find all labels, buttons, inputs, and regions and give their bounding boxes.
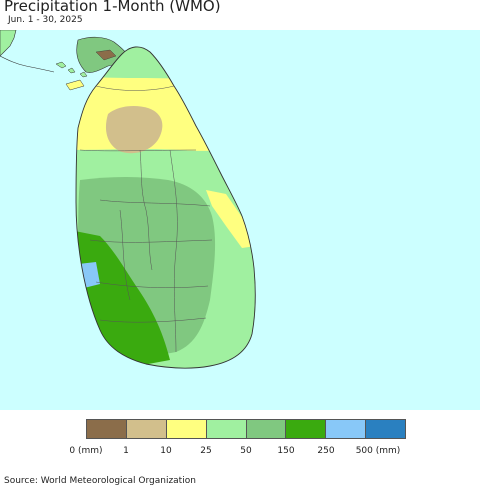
legend-swatch-0 [87,420,127,438]
legend-label-500: 500 (mm) [355,446,401,456]
sri-lanka-coastline [75,46,256,369]
map-title: Precipitation 1-Month (WMO) [4,0,221,15]
legend-swatch-500 [366,420,405,438]
source-credit: Source: World Meteorological Organizatio… [4,476,196,486]
legend-swatch-1 [126,420,167,438]
legend-label-50: 50 [240,446,252,456]
legend-label-25: 25 [200,446,212,456]
jaffna-lagoon [95,49,117,61]
precipitation-map [0,30,480,410]
india-landmass [0,30,17,57]
legend-swatch-50 [246,420,287,438]
legend-swatch-250 [326,420,367,438]
map-subtitle: Jun. 1 - 30, 2025 [8,15,83,25]
adams-bridge-islands [55,61,88,78]
legend-swatch-150 [286,420,327,438]
legend-swatch-25 [206,420,247,438]
legend-swatch-10 [166,420,207,438]
india-coast-detail [0,55,55,73]
district-boundaries [79,85,213,353]
legend-label-150: 150 [277,446,295,456]
legend-label-0: 0 (mm) [69,446,103,456]
legend-label-1: 1 [123,446,129,456]
legend-label-250: 250 [317,446,335,456]
precipitation-legend [86,419,406,439]
mannar-island [65,79,85,91]
legend-label-10: 10 [160,446,172,456]
